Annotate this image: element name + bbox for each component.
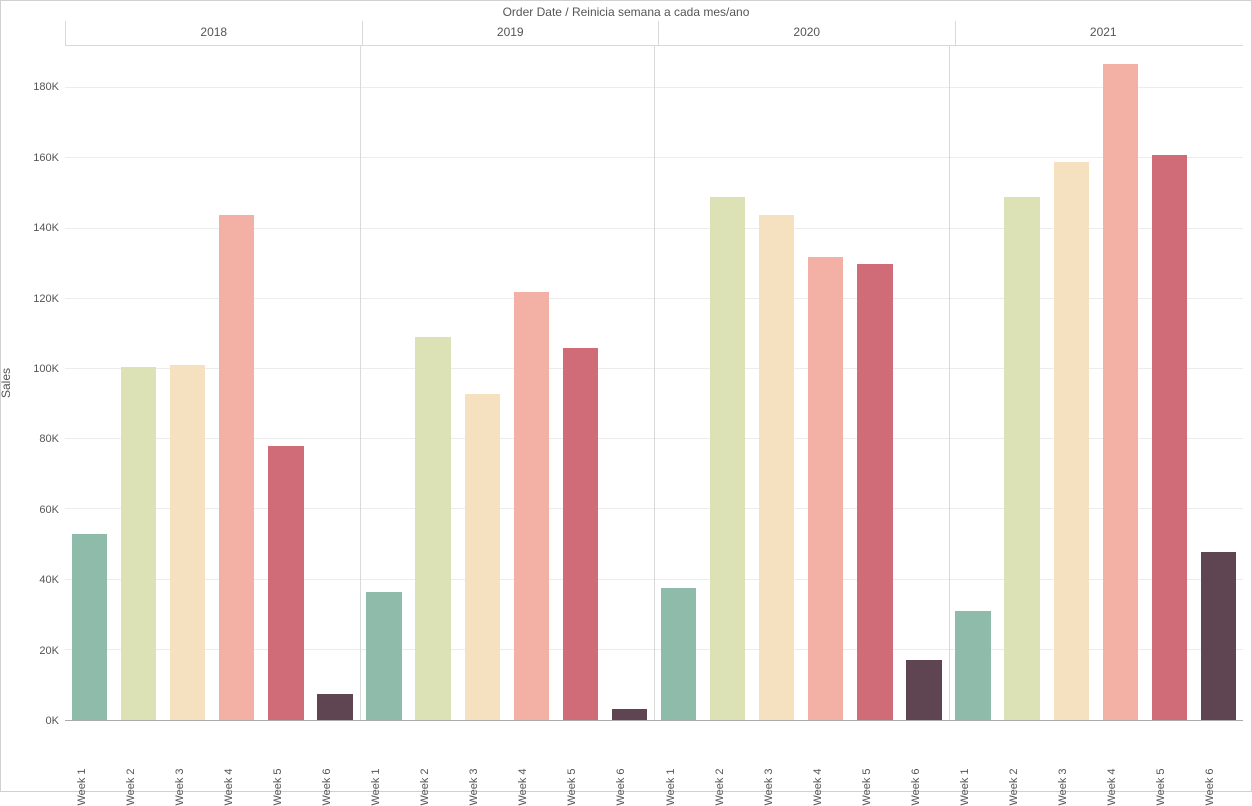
x-tick-label: Week 5 [566,768,580,805]
bar[interactable] [710,197,745,720]
y-tick-label: 120K [33,293,59,305]
bar[interactable] [1004,197,1039,720]
bar[interactable] [268,446,303,720]
header-spacer [1,21,65,45]
bar[interactable] [1152,155,1187,720]
x-tick-label: Week 4 [223,768,237,805]
panel-header: 2019 [362,21,659,45]
x-tick-label: Week 6 [1204,768,1218,805]
x-tick-label: Week 2 [125,768,139,805]
x-tick-label: Week 4 [517,768,531,805]
panel-divider [654,46,655,720]
bar[interactable] [465,394,500,720]
x-axis: Week 1Week 2Week 3Week 4Week 5Week 6Week… [65,725,1243,787]
bar[interactable] [415,337,450,720]
x-tick-label: Week 6 [615,768,629,805]
bar[interactable] [72,534,107,720]
bar[interactable] [514,292,549,720]
x-tick-label: Week 3 [1057,768,1071,805]
x-tick-label: Week 3 [763,768,777,805]
bar[interactable] [612,709,647,720]
panel-header: 2020 [658,21,955,45]
x-tick-label: Week 2 [1008,768,1022,805]
x-tick-label: Week 4 [1106,768,1120,805]
x-tick-label: Week 4 [812,768,826,805]
x-tick-label: Week 1 [76,768,90,805]
x-tick-label: Week 3 [468,768,482,805]
y-tick-label: 60K [39,504,59,516]
bar[interactable] [808,257,843,720]
y-tick-label: 180K [33,81,59,93]
x-tick-label: Week 5 [272,768,286,805]
y-tick-label: 40K [39,574,59,586]
bar[interactable] [170,365,205,720]
x-tick-label: Week 1 [959,768,973,805]
y-tick-label: 100K [33,363,59,375]
x-tick-label: Week 1 [370,768,384,805]
bar[interactable] [857,264,892,720]
bar[interactable] [366,592,401,720]
bar[interactable] [1103,64,1138,720]
plot-area [65,45,1243,721]
panel-divider [949,46,950,720]
chart-title: Order Date / Reinicia semana a cada mes/… [1,5,1251,19]
bar[interactable] [563,348,598,720]
sales-bar-chart: Order Date / Reinicia semana a cada mes/… [0,0,1252,792]
bar[interactable] [219,215,254,721]
y-tick-label: 0K [46,715,59,727]
bar[interactable] [759,215,794,721]
panel-header: 2018 [65,21,362,45]
x-tick-label: Week 2 [714,768,728,805]
y-tick-label: 80K [39,433,59,445]
x-tick-label: Week 6 [321,768,335,805]
x-tick-label: Week 5 [1155,768,1169,805]
bar[interactable] [661,588,696,720]
bar[interactable] [1054,162,1089,720]
y-axis-label: Sales [0,368,13,398]
panel-divider [360,46,361,720]
x-tick-label: Week 1 [665,768,679,805]
bar[interactable] [317,694,352,720]
bar[interactable] [121,367,156,720]
x-tick-label: Week 6 [910,768,924,805]
panel-header-row: 2018201920202021 [1,21,1251,45]
x-tick-label: Week 3 [174,768,188,805]
y-axis: Sales 0K20K40K60K80K100K120K140K160K180K [1,45,65,721]
y-tick-label: 140K [33,222,59,234]
bar[interactable] [955,611,990,720]
x-tick-label: Week 2 [419,768,433,805]
x-tick-label: Week 5 [861,768,875,805]
y-tick-label: 20K [39,645,59,657]
y-tick-label: 160K [33,152,59,164]
bar[interactable] [1201,552,1236,721]
panel-header: 2021 [955,21,1252,45]
bar[interactable] [906,660,941,720]
